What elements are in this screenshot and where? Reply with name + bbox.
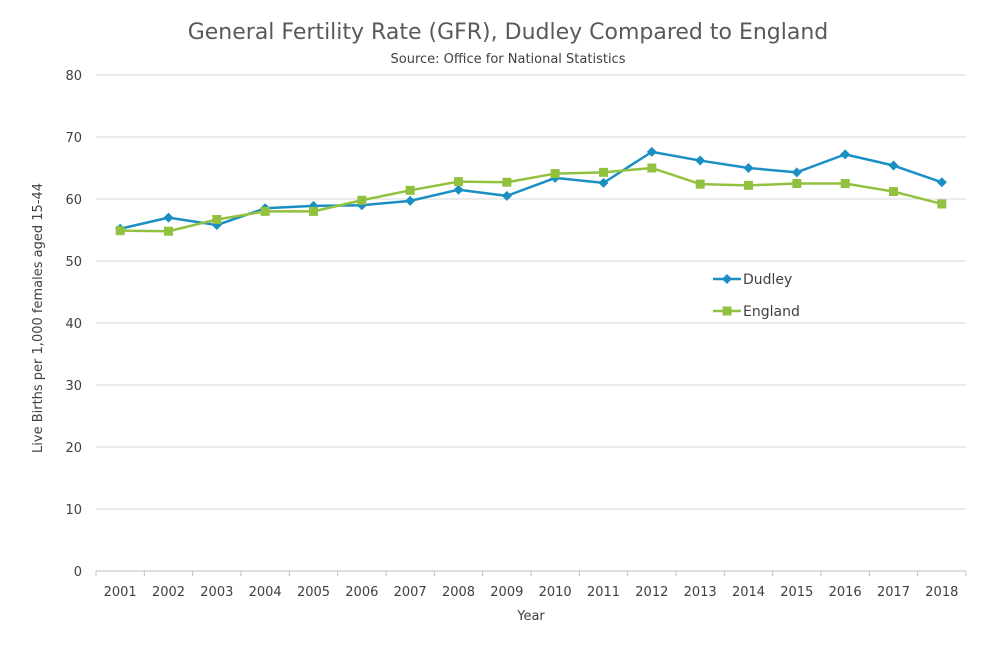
data-point [115,226,125,236]
x-axis-title: Year [516,609,545,624]
y-axis-title: Live Births per 1,000 females aged 15-44 [31,183,46,453]
x-tick-label: 2003 [200,585,233,600]
data-point [598,177,609,188]
y-tick-label: 60 [65,193,82,208]
x-tick-label: 2001 [104,585,137,600]
data-point [840,179,850,188]
legend-marker [722,306,732,316]
data-point [599,167,608,177]
x-tick-label: 2014 [732,585,765,600]
x-tick-label: 2015 [780,585,813,600]
x-tick-label: 2009 [490,585,523,600]
data-point [501,190,512,201]
x-tick-label: 2018 [925,585,958,600]
y-tick-label: 0 [74,565,82,580]
data-point [405,185,415,195]
data-point [163,212,174,223]
y-tick-label: 80 [65,69,82,84]
chart-subtitle: Source: Office for National Statistics [391,52,626,67]
data-point [695,179,705,189]
data-point [791,167,802,178]
x-tick-label: 2011 [587,585,620,600]
legend-label: Dudley [743,272,792,288]
data-point [647,163,657,173]
data-point [646,146,657,157]
data-point [889,187,898,197]
data-point [260,206,270,216]
y-tick-label: 70 [65,131,82,146]
gridlines [95,74,967,576]
series-layer [115,146,947,236]
data-point [840,149,851,160]
y-tick-label: 50 [65,255,82,270]
x-tick-label: 2016 [829,585,862,600]
legend-item-england: England [713,304,800,320]
x-axis-ticks: 2001 2002 2003 2004 2005 2006 2007 2008 2009 2010… [104,585,959,600]
data-point [936,177,947,188]
data-point [502,177,512,187]
x-tick-label: 2002 [152,585,185,600]
x-tick-label: 2008 [442,585,475,600]
legend-marker [722,274,732,284]
data-point [937,199,947,209]
data-point [212,214,222,224]
data-point [792,179,802,188]
y-tick-label: 20 [65,441,82,456]
legend-item-dudley: Dudley [713,272,792,288]
legend: Dudley England [713,272,800,320]
data-point [695,155,706,166]
series-line [119,150,943,230]
data-point [405,195,416,206]
x-tick-label: 2012 [635,585,668,600]
data-point [164,226,173,236]
x-tick-label: 2017 [877,585,910,600]
data-point [454,177,463,187]
series-line [120,166,943,233]
series-dudley [115,146,947,234]
x-tick-label: 2005 [297,585,330,600]
data-point [744,180,753,190]
x-tick-label: 2010 [539,585,572,600]
data-point [453,184,464,195]
data-point [888,160,899,171]
y-tick-label: 10 [65,503,82,518]
chart-title: General Fertility Rate (GFR), Dudley Com… [188,20,829,45]
data-point [357,195,367,205]
legend-label: England [743,304,800,320]
x-tick-label: 2013 [684,585,717,600]
y-tick-label: 30 [65,379,82,394]
data-point [550,169,560,179]
data-point [743,163,754,173]
y-axis-ticks: 0 10 20 30 40 50 60 70 80 [65,69,82,580]
x-tick-label: 2007 [394,585,427,600]
series-england [115,163,947,236]
x-tick-label: 2006 [345,585,378,600]
y-tick-label: 40 [65,317,82,332]
data-point [309,206,318,216]
x-tick-label: 2004 [249,585,282,600]
